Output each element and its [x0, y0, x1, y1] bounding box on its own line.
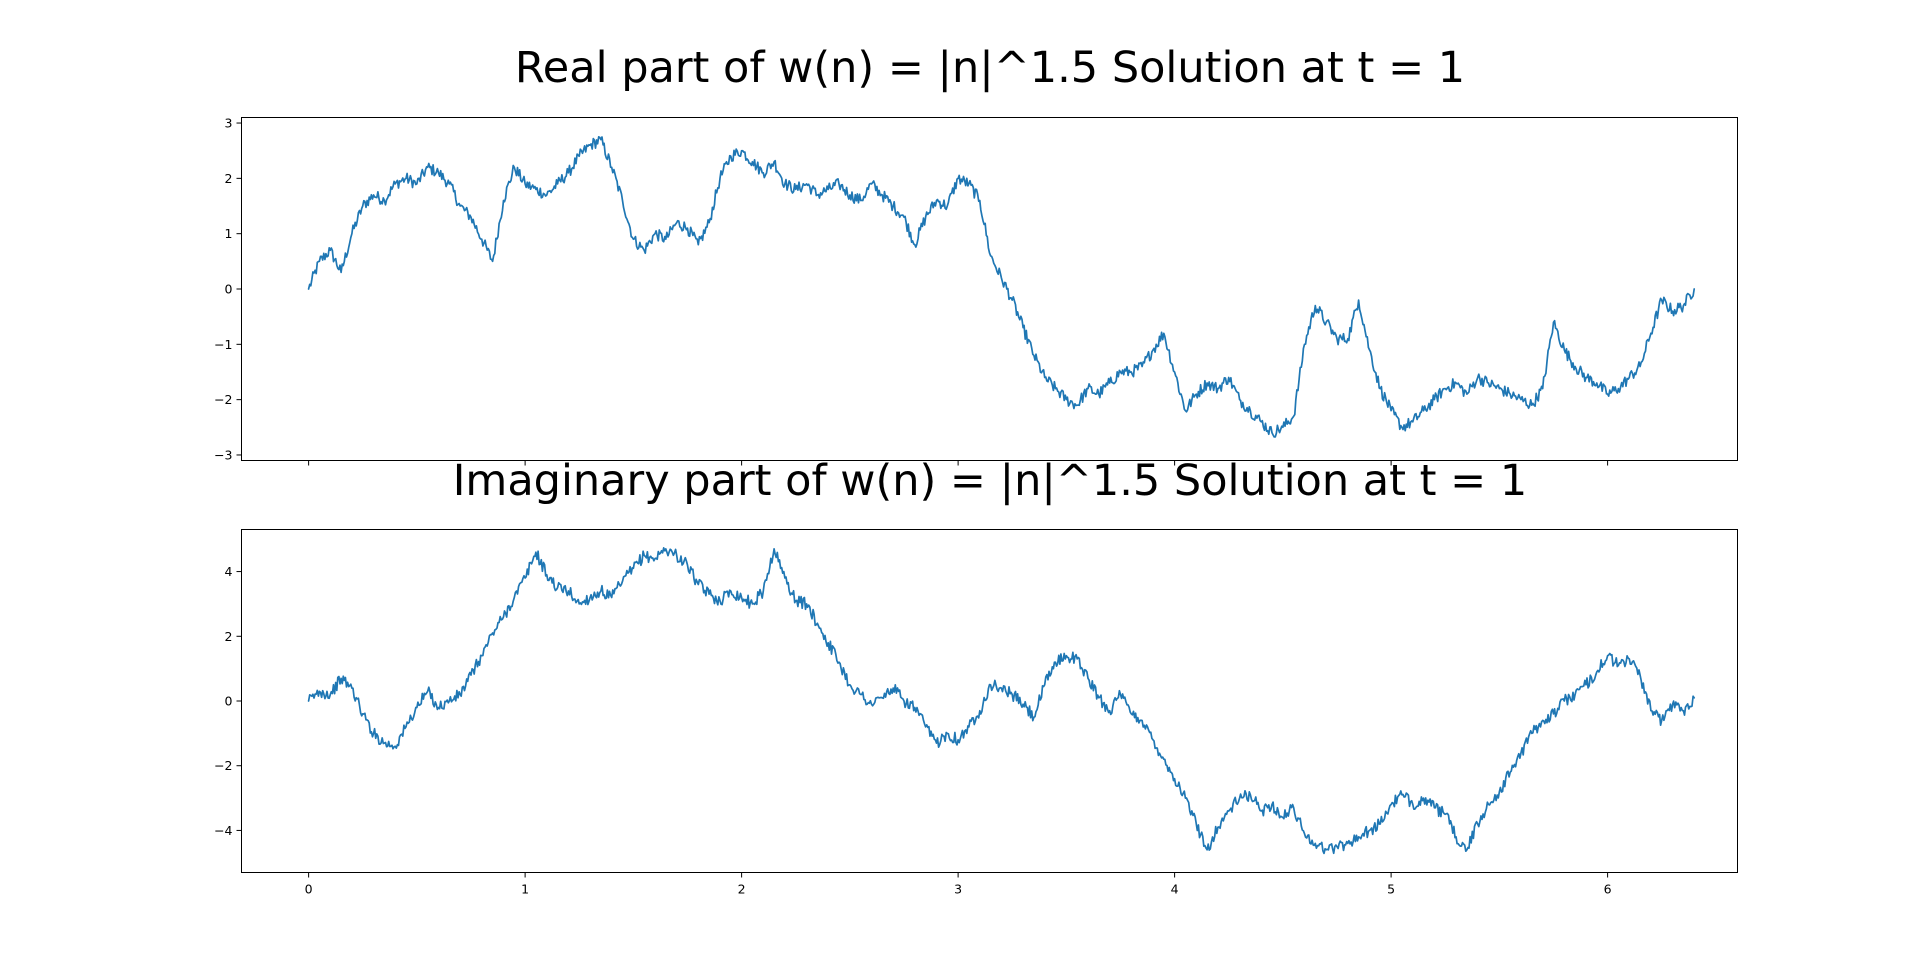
y-tick-label-imaginary-part: 4: [225, 564, 233, 579]
axes-real-part: Real part of w(n) = |n|^1.5 Solution at …: [214, 43, 1738, 466]
x-tick-label-imaginary-part: 1: [521, 882, 529, 897]
x-tick-label-imaginary-part: 2: [738, 882, 746, 897]
y-tick-label-real-part: 0: [225, 282, 233, 297]
x-tick-label-imaginary-part: 4: [1171, 882, 1179, 897]
axes-imaginary-part: Imaginary part of w(n) = |n|^1.5 Solutio…: [214, 456, 1738, 897]
y-tick-label-real-part: 2: [225, 171, 233, 186]
x-tick-label-imaginary-part: 0: [305, 882, 313, 897]
series-line-imaginary-part: [307, 547, 1696, 855]
y-tick-label-real-part: −2: [214, 392, 232, 407]
x-tick-label-imaginary-part: 6: [1604, 882, 1612, 897]
y-tick-label-imaginary-part: 0: [225, 694, 233, 709]
x-tick-label-imaginary-part: 5: [1387, 882, 1395, 897]
y-tick-label-real-part: −1: [214, 337, 232, 352]
chart-title-imaginary-part: Imaginary part of w(n) = |n|^1.5 Solutio…: [453, 456, 1527, 506]
series-line-real-part: [307, 136, 1696, 438]
x-tick-label-imaginary-part: 3: [954, 882, 962, 897]
y-tick-label-real-part: −3: [214, 447, 232, 462]
y-tick-label-imaginary-part: 2: [225, 629, 233, 644]
y-tick-label-real-part: 3: [225, 116, 233, 131]
chart-title-real-part: Real part of w(n) = |n|^1.5 Solution at …: [515, 43, 1465, 93]
plot-frame-imaginary-part: [241, 529, 1738, 873]
plot-frame-real-part: [241, 117, 1738, 461]
ticks-real-part: 3 2 1 0 −1 −2 −3: [214, 116, 1609, 466]
y-tick-label-imaginary-part: −2: [214, 758, 232, 773]
y-tick-label-imaginary-part: −4: [214, 823, 232, 838]
y-tick-label-real-part: 1: [225, 226, 233, 241]
ticks-imaginary-part: 0 1 2 3 4 5 6 4 2 0 −2 −4: [214, 564, 1612, 896]
